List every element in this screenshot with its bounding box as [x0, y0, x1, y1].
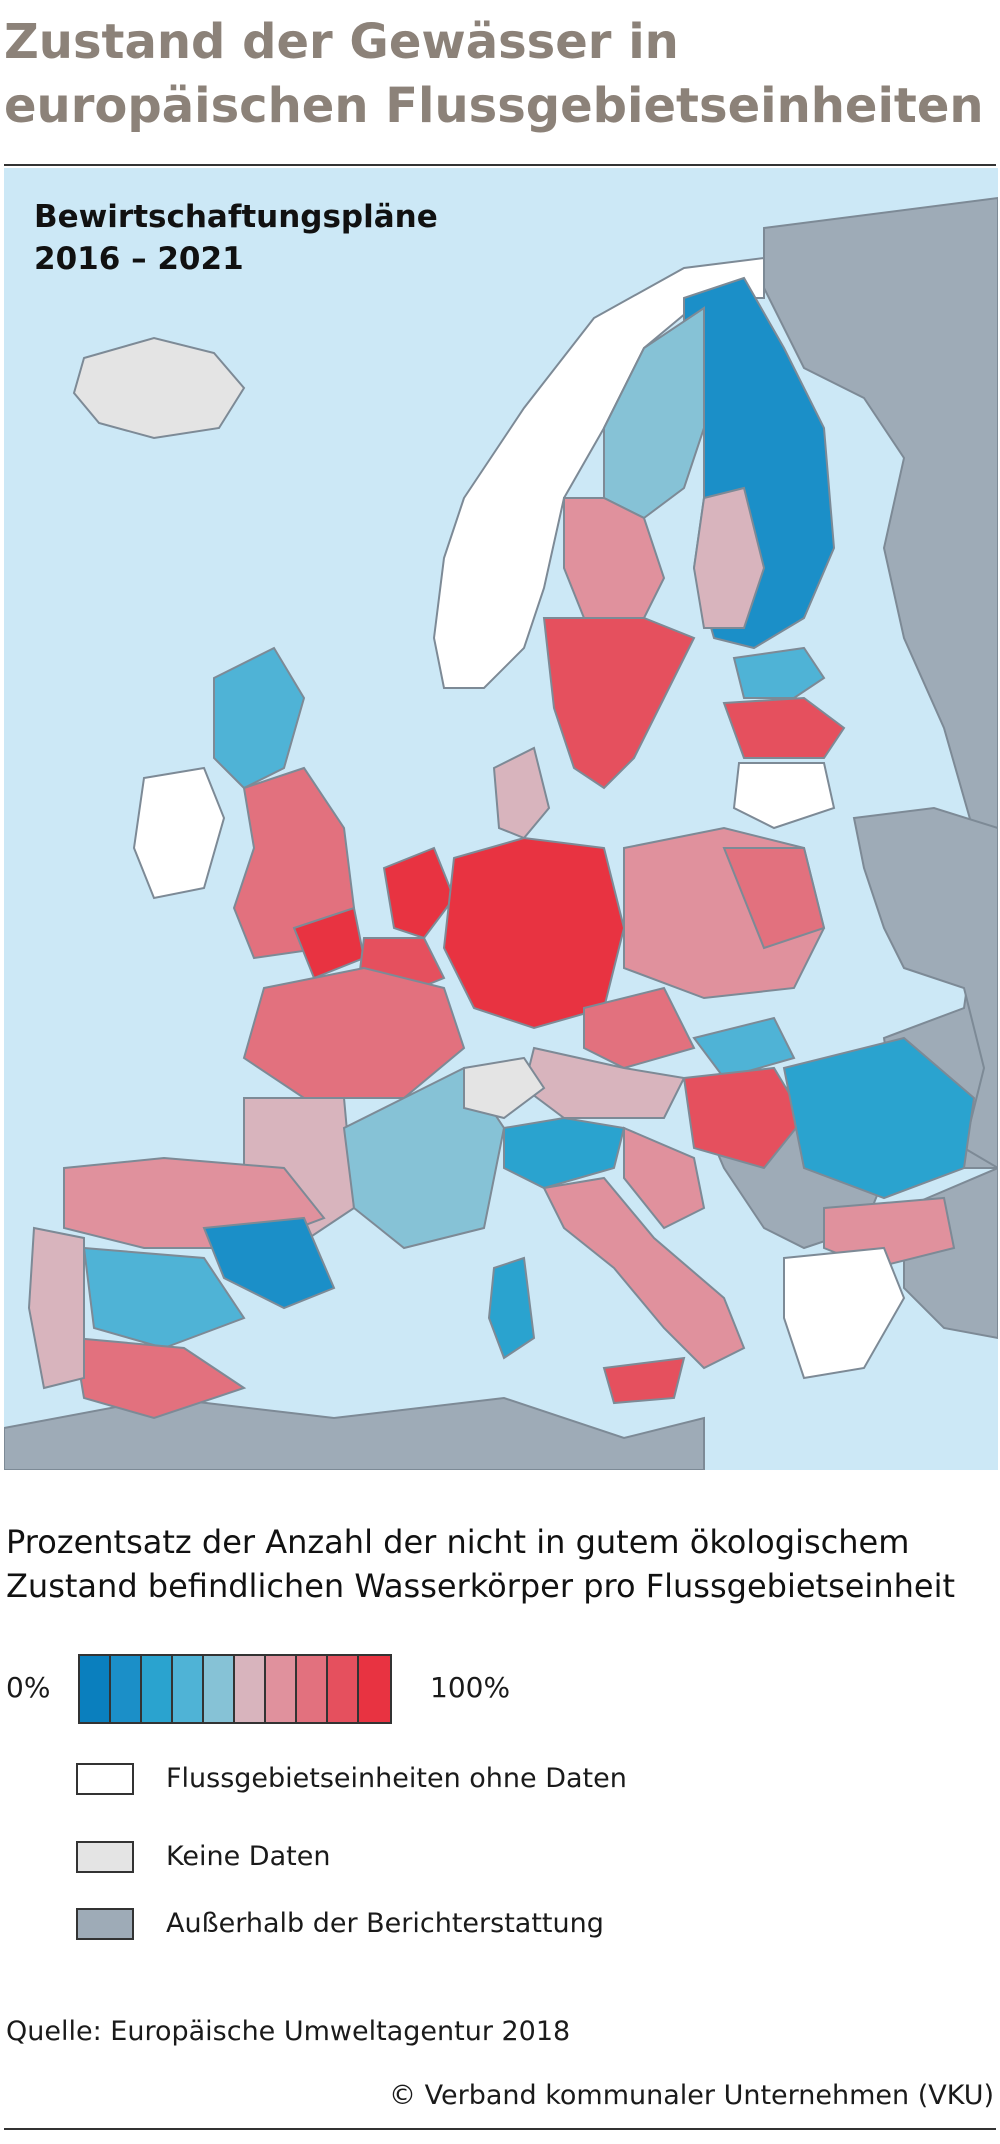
region-czechia — [583, 986, 696, 1070]
scale-swatches — [78, 1654, 392, 1724]
scale-swatch-4 — [173, 1656, 204, 1722]
copyright-note: © Verband kommunaler Unternehmen (VKU) — [389, 2080, 994, 2111]
region-sweden-south — [542, 617, 696, 790]
region-spain-centre — [82, 1246, 246, 1350]
region-germany — [442, 836, 626, 1030]
region-italy-north — [503, 1116, 626, 1190]
scale-swatch-7 — [266, 1656, 297, 1722]
legend-label: Keine Daten — [166, 1841, 331, 1872]
legend-label: Flussgebietseinheiten ohne Daten — [166, 1763, 627, 1794]
region-portugal — [27, 1226, 85, 1390]
map-caption: Bewirtschaftungspläne 2016 – 2021 — [34, 196, 438, 280]
scale-swatch-5 — [204, 1656, 235, 1722]
region-sardinia — [487, 1256, 536, 1360]
region-scotland — [213, 646, 306, 790]
legend-swatch — [76, 1841, 134, 1873]
map-svg — [4, 196, 998, 1470]
region-belarus-ukraine — [852, 806, 998, 1170]
region-lithuania — [732, 762, 836, 830]
title-divider — [4, 164, 996, 166]
europe-map: Bewirtschaftungspläne 2016 – 2021 — [4, 168, 998, 1470]
scale-swatch-1 — [80, 1656, 111, 1722]
region-romania — [782, 1036, 976, 1200]
legend-label: Außerhalb der Berichterstattung — [166, 1908, 604, 1939]
region-spain-ebro — [202, 1216, 336, 1310]
scale-min-label: 0% — [6, 1671, 51, 1704]
region-switzerland — [463, 1056, 546, 1120]
region-netherlands — [382, 846, 456, 940]
region-sweden-mid — [563, 497, 666, 619]
region-italy — [542, 1176, 746, 1370]
scale-swatch-9 — [328, 1656, 359, 1722]
region-sicily — [602, 1356, 686, 1405]
region-poland-east — [722, 847, 826, 950]
scale-swatch-8 — [297, 1656, 328, 1722]
page-title: Zustand der Gewässer in europäischen Flu… — [4, 14, 984, 134]
footer-divider — [4, 2128, 996, 2130]
scale-swatch-6 — [235, 1656, 266, 1722]
region-north-africa — [4, 1396, 705, 1470]
region-denmark — [492, 746, 551, 840]
legend-swatch — [76, 1908, 134, 1940]
region-iceland — [72, 336, 246, 440]
scale-swatch-10 — [359, 1656, 390, 1722]
scale-swatch-2 — [111, 1656, 142, 1722]
region-spain-south — [72, 1336, 247, 1420]
scale-swatch-3 — [142, 1656, 173, 1722]
map-caption-line1: Bewirtschaftungspläne — [34, 199, 438, 235]
region-france-north — [242, 966, 466, 1099]
scale-max-label: 100% — [430, 1671, 511, 1704]
region-russia — [763, 196, 998, 1169]
region-greece — [783, 1246, 906, 1380]
region-ireland — [132, 766, 226, 900]
region-croatia — [623, 1126, 706, 1230]
map-caption-line2: 2016 – 2021 — [34, 241, 244, 277]
region-finland-south — [692, 486, 766, 629]
region-slovakia — [692, 1016, 796, 1080]
color-scale: 0% 100% — [6, 1654, 606, 1726]
region-latvia — [722, 696, 846, 759]
legend-title: Prozentsatz der Anzahl der nicht in gute… — [6, 1523, 955, 1605]
source-note: Quelle: Europäische Umweltagentur 2018 — [6, 2016, 571, 2047]
region-hungary — [682, 1066, 806, 1170]
region-estonia — [732, 646, 826, 699]
legend-swatch — [76, 1763, 134, 1795]
